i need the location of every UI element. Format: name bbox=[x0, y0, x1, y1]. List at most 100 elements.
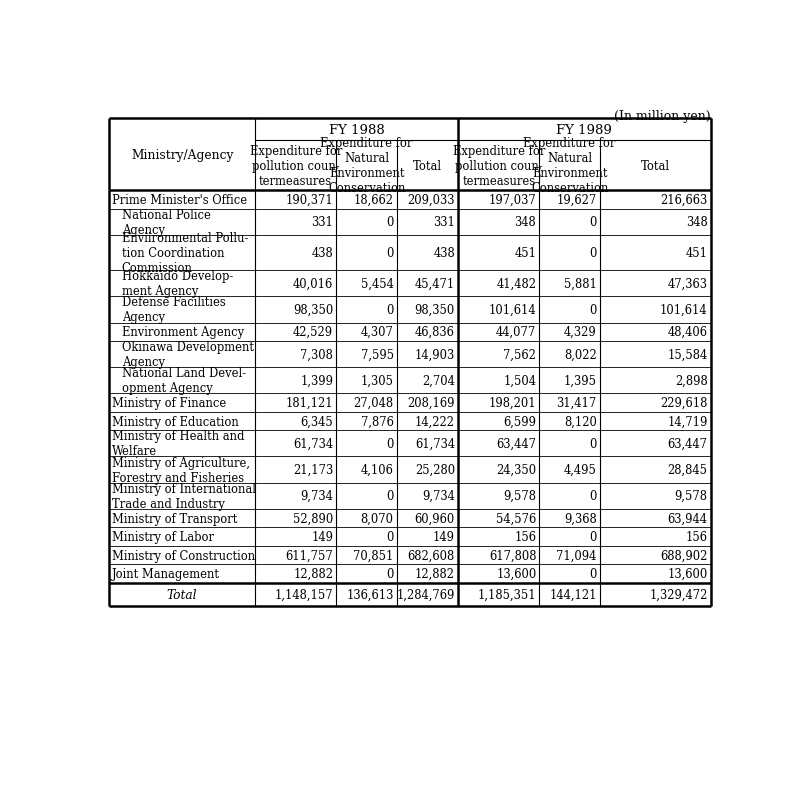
Text: Expenditure for
Natural
Environment
Conservation: Expenditure for Natural Environment Cons… bbox=[523, 137, 616, 195]
Text: 9,734: 9,734 bbox=[301, 490, 334, 503]
Text: 0: 0 bbox=[386, 530, 394, 544]
Text: Enviironmental Pollu-
tion Coordination
Commission: Enviironmental Pollu- tion Coordination … bbox=[122, 232, 248, 274]
Text: Expenditure for
pollution coun-
termeasures: Expenditure for pollution coun- termeasu… bbox=[453, 144, 545, 188]
Text: Total: Total bbox=[641, 160, 670, 172]
Text: 0: 0 bbox=[386, 437, 394, 451]
Text: 12,882: 12,882 bbox=[415, 567, 455, 581]
Text: 2,704: 2,704 bbox=[422, 375, 455, 387]
Text: 63,944: 63,944 bbox=[667, 512, 708, 525]
Text: Defense Facilities
Agency: Defense Facilities Agency bbox=[122, 296, 226, 324]
Text: Ministry of International
Trade and Industry: Ministry of International Trade and Indu… bbox=[112, 482, 256, 510]
Text: 682,608: 682,608 bbox=[408, 549, 455, 562]
Text: FY 1989: FY 1989 bbox=[557, 124, 612, 136]
Text: 8,120: 8,120 bbox=[564, 415, 597, 428]
Text: Prime Minister's Office: Prime Minister's Office bbox=[112, 193, 246, 207]
Text: 451: 451 bbox=[686, 247, 708, 260]
Text: 0: 0 bbox=[386, 567, 394, 581]
Text: 7,595: 7,595 bbox=[361, 348, 394, 361]
Text: 208,169: 208,169 bbox=[407, 397, 455, 410]
Text: 1,185,351: 1,185,351 bbox=[478, 588, 536, 601]
Text: 9,368: 9,368 bbox=[564, 512, 597, 525]
Text: 47,363: 47,363 bbox=[667, 277, 708, 290]
Text: 7,562: 7,562 bbox=[503, 348, 536, 361]
Text: 101,614: 101,614 bbox=[489, 303, 536, 317]
Text: 63,447: 63,447 bbox=[496, 437, 536, 451]
Text: 190,371: 190,371 bbox=[286, 193, 334, 207]
Text: 8,070: 8,070 bbox=[361, 512, 394, 525]
Text: Ministry of Health and
Welfare: Ministry of Health and Welfare bbox=[112, 430, 244, 458]
Text: Ministry of Labor: Ministry of Labor bbox=[112, 530, 214, 544]
Text: Ministry/Agency: Ministry/Agency bbox=[131, 148, 234, 161]
Text: National Land Devel-
opment Agency: National Land Devel- opment Agency bbox=[122, 367, 246, 395]
Text: 1,148,157: 1,148,157 bbox=[274, 588, 334, 601]
Text: Hokkaido Develop-
ment Agency: Hokkaido Develop- ment Agency bbox=[122, 270, 233, 298]
Text: 611,757: 611,757 bbox=[286, 549, 334, 562]
Text: 45,471: 45,471 bbox=[414, 277, 455, 290]
Text: 229,618: 229,618 bbox=[660, 397, 708, 410]
Text: 688,902: 688,902 bbox=[660, 549, 708, 562]
Text: 144,121: 144,121 bbox=[550, 588, 597, 601]
Text: 198,201: 198,201 bbox=[489, 397, 536, 410]
Text: 1,395: 1,395 bbox=[564, 375, 597, 387]
Text: Total: Total bbox=[413, 160, 442, 172]
Text: 44,077: 44,077 bbox=[496, 326, 536, 338]
Text: Expenditure for
Natural
Environment
Conservation: Expenditure for Natural Environment Cons… bbox=[321, 137, 413, 195]
Text: 156: 156 bbox=[686, 530, 708, 544]
Text: 24,350: 24,350 bbox=[496, 464, 536, 476]
Text: Expenditure for
pollution coun-
termeasures: Expenditure for pollution coun- termeasu… bbox=[250, 144, 342, 188]
Text: 52,890: 52,890 bbox=[293, 512, 334, 525]
Text: 7,876: 7,876 bbox=[361, 415, 394, 428]
Text: 1,399: 1,399 bbox=[300, 375, 334, 387]
Text: 13,600: 13,600 bbox=[496, 567, 536, 581]
Text: 0: 0 bbox=[386, 490, 394, 503]
Text: 27,048: 27,048 bbox=[354, 397, 394, 410]
Text: 5,454: 5,454 bbox=[361, 277, 394, 290]
Text: 54,576: 54,576 bbox=[496, 512, 536, 525]
Text: 0: 0 bbox=[590, 216, 597, 229]
Text: 13,600: 13,600 bbox=[667, 567, 708, 581]
Text: 98,350: 98,350 bbox=[414, 303, 455, 317]
Text: 149: 149 bbox=[433, 530, 455, 544]
Text: Ministry of Agriculture,
Forestry and Fisheries: Ministry of Agriculture, Forestry and Fi… bbox=[112, 456, 250, 484]
Text: 1,305: 1,305 bbox=[361, 375, 394, 387]
Text: Okinawa Development
Agency: Okinawa Development Agency bbox=[122, 341, 254, 369]
Text: 1,284,769: 1,284,769 bbox=[397, 588, 455, 601]
Text: 1,504: 1,504 bbox=[503, 375, 536, 387]
Text: 4,106: 4,106 bbox=[361, 464, 394, 476]
Text: 63,447: 63,447 bbox=[667, 437, 708, 451]
Text: 4,495: 4,495 bbox=[564, 464, 597, 476]
Text: 19,627: 19,627 bbox=[557, 193, 597, 207]
Text: 14,719: 14,719 bbox=[667, 415, 708, 428]
Text: 28,845: 28,845 bbox=[667, 464, 708, 476]
Text: 0: 0 bbox=[590, 437, 597, 451]
Text: Ministry of Transport: Ministry of Transport bbox=[112, 512, 237, 525]
Text: 21,173: 21,173 bbox=[293, 464, 334, 476]
Text: Ministry of Education: Ministry of Education bbox=[112, 415, 238, 428]
Text: 0: 0 bbox=[590, 303, 597, 317]
Text: 9,578: 9,578 bbox=[674, 490, 708, 503]
Text: 617,808: 617,808 bbox=[489, 549, 536, 562]
Text: 209,033: 209,033 bbox=[407, 193, 455, 207]
Text: 2,898: 2,898 bbox=[675, 375, 708, 387]
Text: 42,529: 42,529 bbox=[293, 326, 334, 338]
Text: FY 1988: FY 1988 bbox=[329, 124, 385, 136]
Text: 136,613: 136,613 bbox=[346, 588, 394, 601]
Text: 18,662: 18,662 bbox=[354, 193, 394, 207]
Text: 14,903: 14,903 bbox=[414, 348, 455, 361]
Text: 98,350: 98,350 bbox=[293, 303, 334, 317]
Text: 0: 0 bbox=[386, 247, 394, 260]
Text: 0: 0 bbox=[386, 216, 394, 229]
Text: 60,960: 60,960 bbox=[414, 512, 455, 525]
Text: 1,329,472: 1,329,472 bbox=[650, 588, 708, 601]
Text: 0: 0 bbox=[386, 303, 394, 317]
Text: 7,308: 7,308 bbox=[301, 348, 334, 361]
Text: 331: 331 bbox=[311, 216, 334, 229]
Text: 451: 451 bbox=[514, 247, 536, 260]
Text: Environment Agency: Environment Agency bbox=[122, 326, 244, 338]
Text: 0: 0 bbox=[590, 247, 597, 260]
Text: 181,121: 181,121 bbox=[286, 397, 334, 410]
Text: 15,584: 15,584 bbox=[667, 348, 708, 361]
Text: 8,022: 8,022 bbox=[564, 348, 597, 361]
Text: 6,345: 6,345 bbox=[301, 415, 334, 428]
Text: 438: 438 bbox=[434, 247, 455, 260]
